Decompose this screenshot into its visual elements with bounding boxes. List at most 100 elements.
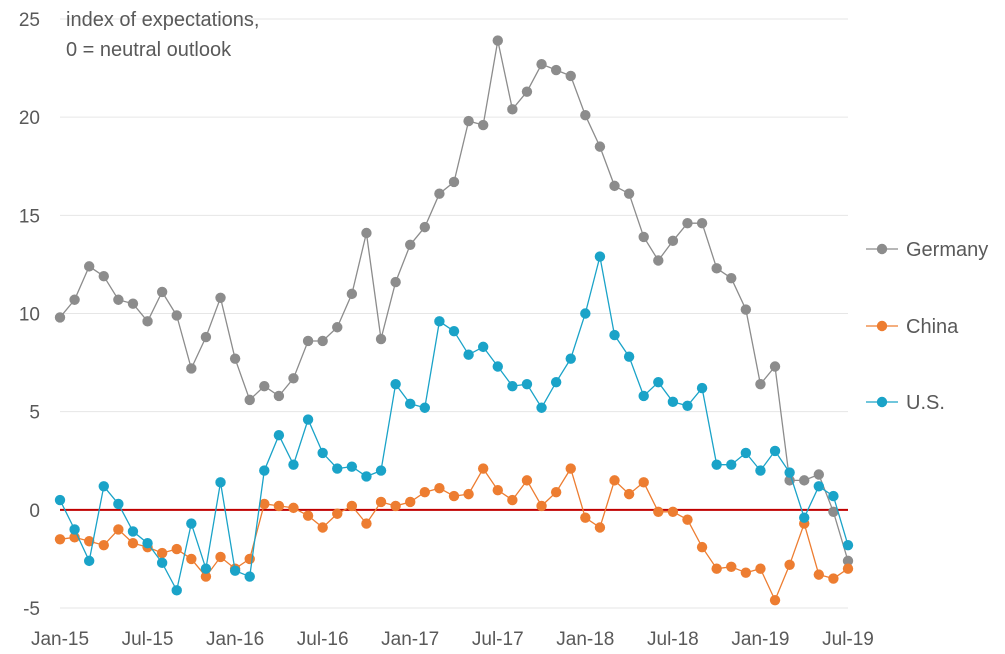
data-point-u-s [361, 471, 372, 482]
data-point-china [696, 541, 708, 553]
data-point-u-s [638, 390, 649, 402]
data-point-china [463, 488, 474, 500]
x-tick-label: Jul-16 [297, 629, 349, 650]
x-tick-label: Jan-19 [731, 629, 789, 650]
data-point-germany [273, 390, 285, 402]
data-point-u-s [127, 526, 139, 537]
data-point-u-s [302, 414, 314, 425]
series-u-s [54, 251, 854, 596]
data-point-germany [696, 217, 708, 229]
legend-item-china: China [866, 316, 959, 338]
data-point-u-s [390, 378, 401, 390]
legend-label: Germany [906, 239, 988, 261]
data-point-germany [507, 104, 518, 115]
data-point-germany [448, 176, 460, 188]
legend-marker [876, 396, 888, 408]
data-point-china [769, 594, 781, 606]
data-point-germany [594, 141, 606, 152]
legend: Germany China U.S. [866, 239, 988, 414]
data-point-u-s [550, 377, 562, 388]
data-point-germany [69, 294, 80, 305]
data-point-u-s [477, 341, 489, 353]
data-point-china [682, 514, 693, 525]
data-point-germany [346, 288, 358, 300]
data-point-germany [769, 361, 781, 372]
data-point-u-s [98, 481, 109, 492]
data-point-u-s [507, 380, 518, 392]
data-point-china [390, 500, 401, 512]
data-point-china [653, 506, 664, 517]
data-point-u-s [229, 565, 241, 576]
legend-item-u-s: U.S. [866, 392, 945, 414]
data-point-germany [740, 304, 752, 315]
x-tick-label: Jul-19 [822, 629, 874, 650]
y-tick-label: 25 [19, 10, 40, 31]
data-point-u-s [696, 382, 708, 394]
data-point-germany [142, 316, 153, 327]
data-point-germany [521, 86, 533, 97]
data-point-u-s [156, 557, 168, 569]
y-tick-label: 5 [29, 403, 40, 424]
data-point-germany [244, 394, 255, 406]
data-point-china [623, 488, 635, 500]
data-point-germany [609, 180, 620, 192]
data-point-u-s [769, 445, 781, 457]
data-point-u-s [653, 377, 664, 388]
data-point-germany [784, 475, 795, 486]
y-axis-label-line2: 0 = neutral outlook [66, 39, 232, 61]
data-point-u-s [828, 490, 839, 502]
data-point-u-s [740, 447, 752, 459]
data-point-u-s [69, 524, 80, 535]
x-tick-label: Jan-17 [381, 629, 439, 650]
data-point-germany [536, 58, 547, 70]
data-point-u-s [186, 518, 197, 529]
data-point-china [550, 486, 562, 498]
data-point-china [200, 571, 212, 582]
data-point-u-s [215, 477, 226, 488]
data-point-china [317, 522, 328, 533]
data-point-china [244, 553, 255, 565]
data-point-u-s [346, 461, 358, 472]
data-point-germany [419, 221, 431, 233]
data-point-germany [390, 276, 401, 288]
data-point-germany [98, 270, 109, 282]
legend-marker [876, 243, 888, 255]
series-line-china [59, 467, 849, 602]
data-point-germany [726, 272, 737, 284]
data-point-china [54, 534, 66, 545]
legend-marker [876, 320, 888, 332]
data-point-germany [842, 555, 854, 567]
legend-label: China [906, 316, 959, 338]
data-point-germany [799, 475, 810, 486]
data-point-china [536, 500, 547, 512]
data-point-china [127, 538, 139, 549]
data-point-china [711, 563, 722, 574]
data-point-china [448, 490, 460, 502]
data-point-germany [828, 506, 839, 517]
data-point-germany [711, 263, 722, 274]
data-point-u-s [521, 378, 533, 390]
data-point-u-s [667, 396, 679, 408]
x-tick-label: Jan-16 [206, 629, 264, 650]
data-point-u-s [375, 465, 387, 476]
data-point-u-s [799, 512, 810, 523]
data-point-china [346, 500, 358, 512]
x-tick-label: Jul-15 [122, 629, 174, 650]
data-point-germany [332, 322, 343, 333]
data-point-u-s [83, 555, 95, 567]
x-tick-label: Jul-17 [472, 629, 524, 650]
data-point-u-s [405, 398, 416, 410]
data-point-china [784, 559, 795, 571]
y-axis-label-line1: index of expectations, [66, 9, 259, 31]
y-tick-label: 0 [29, 501, 40, 522]
x-tick-label: Jan-15 [31, 629, 89, 650]
data-point-china [580, 512, 591, 523]
data-point-germany [638, 231, 649, 243]
data-point-china [594, 522, 606, 533]
y-tick-label: 15 [19, 206, 40, 227]
data-point-u-s [142, 538, 153, 549]
data-point-germany [565, 70, 576, 82]
data-point-germany [302, 335, 314, 347]
y-tick-label: -5 [23, 599, 40, 620]
data-point-germany [682, 217, 693, 229]
